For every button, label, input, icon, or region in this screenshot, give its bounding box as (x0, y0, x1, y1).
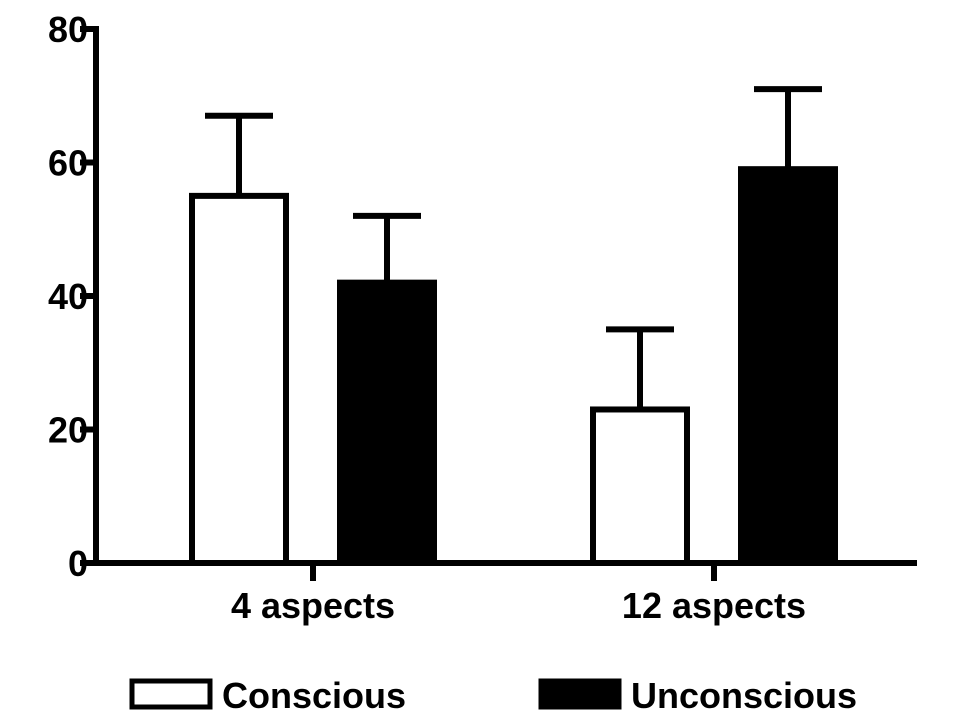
x-tick-label: 4 aspects (231, 585, 395, 626)
bar-unconscious-2 (738, 166, 838, 567)
axes-layer: 4 aspects 12 aspects 0 20 40 60 80 (48, 9, 917, 626)
legend-swatch-unconscious (538, 678, 622, 710)
legend-label-conscious: Conscious (222, 675, 406, 716)
bar-conscious-1 (189, 192, 289, 566)
bar-unconscious-1 (337, 279, 437, 566)
y-tick-label: 60 (48, 143, 88, 184)
bars-layer (189, 86, 838, 567)
x-tick-label: 12 aspects (622, 585, 806, 626)
y-tick-label: 40 (48, 276, 88, 317)
legend-label-unconscious: Unconscious (631, 675, 857, 716)
y-tick-label: 20 (48, 410, 88, 451)
y-tick-label: 80 (48, 9, 88, 50)
y-tick-label: 0 (68, 543, 88, 584)
bar-conscious-2 (590, 406, 690, 566)
legend: Conscious Unconscious (129, 675, 857, 716)
legend-swatch-conscious (129, 678, 213, 710)
